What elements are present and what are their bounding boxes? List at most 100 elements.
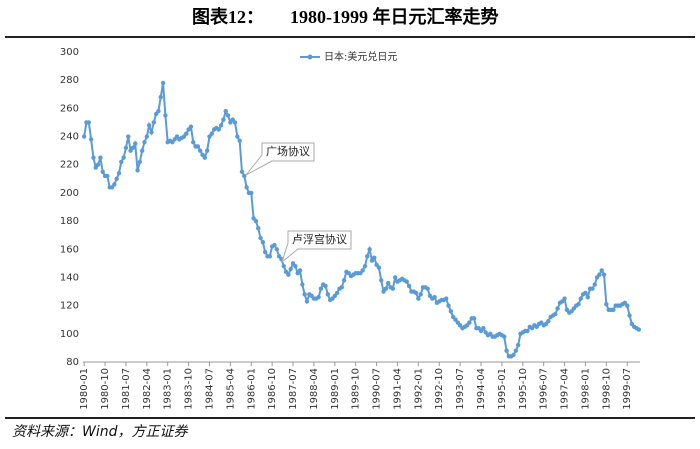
point	[360, 268, 365, 273]
point	[105, 173, 110, 179]
point	[209, 131, 215, 136]
point	[281, 263, 286, 269]
x-tick-label: 1993-07	[455, 368, 466, 410]
point	[385, 280, 391, 286]
point	[221, 117, 226, 122]
x-tick-label: 1992-10	[434, 368, 445, 410]
point	[225, 113, 231, 118]
point	[513, 348, 519, 353]
point	[218, 123, 224, 128]
point	[81, 134, 87, 139]
point	[126, 134, 131, 139]
point	[334, 290, 340, 296]
point	[198, 148, 203, 153]
point	[144, 134, 150, 139]
point	[202, 155, 208, 160]
point	[235, 134, 240, 139]
point	[286, 272, 291, 277]
point	[91, 155, 96, 160]
point	[599, 268, 604, 273]
point	[515, 342, 521, 348]
point	[123, 145, 129, 151]
point	[100, 169, 105, 174]
point	[267, 254, 273, 259]
x-tick-label: 1990-07	[372, 368, 383, 410]
x-tick-label: 1986-10	[267, 368, 278, 410]
source: 资料来源：Wind，方正证券	[12, 424, 188, 440]
y-tick-label: 160	[60, 244, 79, 255]
point	[135, 168, 140, 173]
point	[562, 296, 567, 301]
chart-title: 1980-1999 年日元汇率走势	[290, 6, 499, 27]
y-tick-label: 300	[60, 47, 79, 58]
point	[597, 272, 602, 277]
x-tick-label: 1991-04	[392, 368, 403, 410]
point	[525, 328, 530, 334]
figure-label: 图表12：	[192, 6, 264, 27]
point	[112, 182, 117, 187]
point	[242, 173, 247, 179]
point	[137, 159, 143, 165]
point	[239, 169, 245, 174]
x-tick-label: 1985-04	[225, 368, 236, 410]
x-tick-label: 1982-04	[142, 368, 153, 410]
point	[365, 254, 370, 259]
point	[244, 185, 249, 190]
point	[636, 327, 642, 332]
annotation-box	[287, 230, 352, 250]
legend-label: 日本:美元兑日元	[324, 50, 397, 63]
point	[95, 162, 101, 167]
y-tick-label: 100	[60, 329, 79, 340]
point	[372, 255, 377, 260]
point	[625, 303, 630, 308]
point	[444, 296, 449, 301]
annotation-pointer	[281, 242, 299, 264]
point	[204, 148, 210, 153]
point	[253, 218, 259, 224]
point	[325, 292, 331, 297]
point	[390, 286, 396, 291]
point	[300, 282, 305, 287]
x-tick-label: 1984-07	[204, 368, 215, 410]
point	[611, 307, 616, 313]
point	[546, 318, 551, 324]
point	[133, 141, 138, 146]
point	[195, 144, 201, 149]
point	[274, 247, 279, 252]
x-tick-label: 1989-10	[351, 368, 362, 410]
x-tick-label: 1987-07	[288, 368, 299, 410]
x-tick-label: 1996-07	[539, 368, 550, 410]
x-tick-label: 1983-10	[184, 368, 195, 410]
legend-marker	[307, 54, 313, 60]
y-tick-label: 120	[60, 301, 79, 312]
point	[392, 275, 398, 280]
point	[323, 283, 328, 289]
y-tick-label: 240	[60, 132, 79, 143]
point	[88, 137, 94, 142]
point	[339, 285, 344, 290]
point	[260, 240, 266, 245]
point	[432, 294, 437, 300]
point	[119, 159, 124, 165]
x-tick-label: 1997-04	[560, 368, 571, 410]
point	[504, 348, 509, 353]
point	[604, 302, 609, 307]
point	[163, 113, 168, 118]
point	[223, 108, 228, 114]
x-tick-label: 1981-07	[121, 368, 132, 410]
x-tick-label: 1999-07	[622, 368, 633, 410]
point	[318, 286, 324, 291]
x-tick-label: 1983-01	[163, 368, 174, 410]
point	[232, 120, 238, 125]
point	[158, 94, 163, 100]
y-tick-label: 220	[60, 160, 79, 171]
point	[258, 235, 263, 241]
point	[627, 313, 632, 318]
x-tick-label: 1998-10	[601, 368, 612, 410]
point	[121, 155, 126, 160]
point	[383, 286, 389, 291]
point	[237, 138, 242, 143]
y-tick-label: 280	[60, 75, 79, 86]
point	[379, 278, 384, 283]
point	[416, 296, 421, 301]
